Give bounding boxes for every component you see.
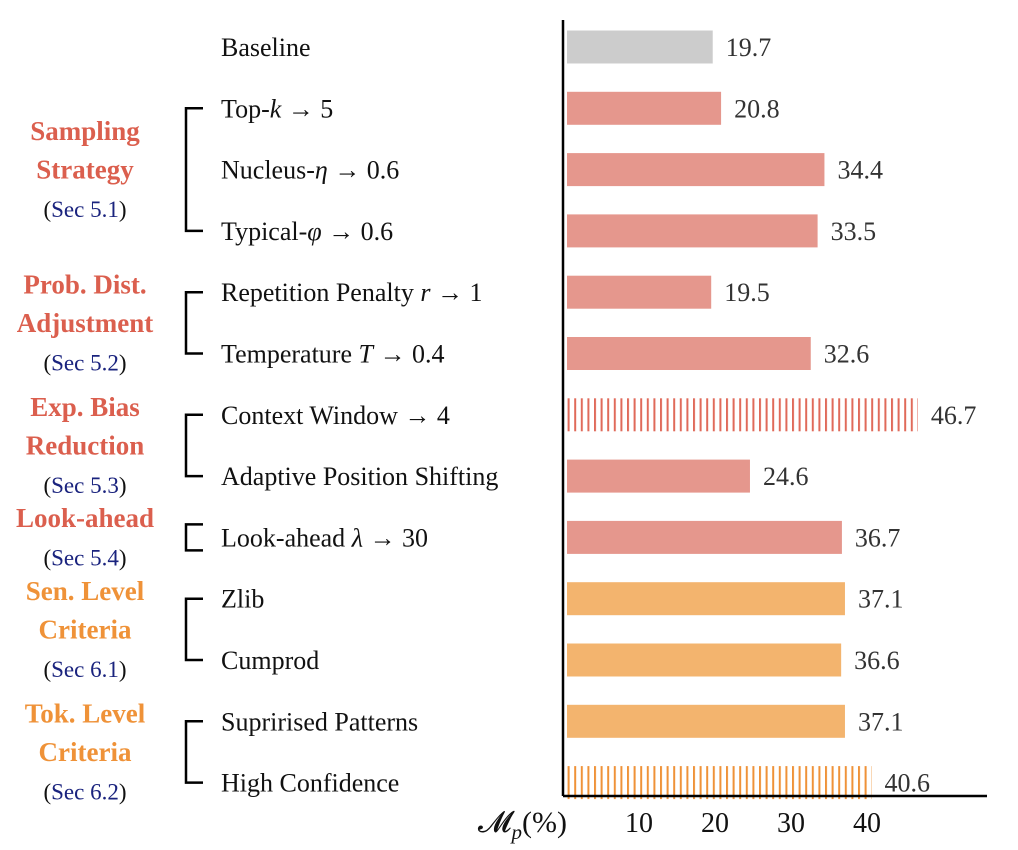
bars <box>567 30 918 800</box>
section-reference: (Sec 5.2) <box>43 350 126 375</box>
group-title: Sampling <box>30 116 140 146</box>
group-title: Criteria <box>39 614 132 644</box>
value-label: 32.6 <box>824 340 870 369</box>
section-reference: (Sec 5.1) <box>43 197 126 222</box>
x-tick-label: 30 <box>777 808 805 839</box>
category-label: Temperature T → 0.4 <box>221 340 444 369</box>
bar-adaptive-position-shifting <box>567 459 750 493</box>
value-label: 20.8 <box>734 94 780 123</box>
value-label: 34.4 <box>837 156 883 185</box>
group-title: Criteria <box>39 737 132 767</box>
bar-top-k-5 <box>567 91 722 125</box>
value-label: 33.5 <box>831 217 877 246</box>
value-label: 36.7 <box>855 523 901 552</box>
group-title: Look-ahead <box>16 503 154 533</box>
bar-typical-0-6 <box>567 214 818 248</box>
bar-repetition-penalty-r-1 <box>567 275 712 309</box>
x-tick-label: 40 <box>853 808 881 839</box>
x-axis-title: 𝓜p(%) <box>478 806 567 844</box>
value-label: 19.7 <box>726 33 772 62</box>
bar-temperature-t-0-4 <box>567 337 811 370</box>
category-label: Baseline <box>221 33 311 62</box>
category-labels: Baseline Top-k → 5 Nucleus-η → 0.6 Typical-… <box>221 33 498 798</box>
category-label: Repetition Penalty r → 1 <box>221 278 482 307</box>
x-tick-labels: 10 20 30 40 <box>625 808 881 839</box>
bar-zlib <box>567 582 845 616</box>
category-label: High Confidence <box>221 769 399 798</box>
bar-context-window-4 <box>567 398 918 432</box>
group-title: Tok. Level <box>25 698 146 728</box>
group-title: Exp. Bias <box>30 392 140 422</box>
section-reference: (Sec 5.4) <box>43 546 126 571</box>
category-label: Suprirised Patterns <box>221 707 418 736</box>
bar-suprirised-patterns <box>567 704 845 738</box>
category-label: Look-ahead λ → 30 <box>221 523 428 552</box>
category-label: Context Window → 4 <box>221 401 450 430</box>
category-label: Adaptive Position Shifting <box>221 462 498 491</box>
group-title: Prob. Dist. <box>23 269 146 299</box>
group-annotations: Sampling Strategy (Sec 5.1) Prob. Dist. Adju… <box>16 107 203 804</box>
value-label: 46.7 <box>931 401 977 430</box>
value-label: 36.6 <box>854 646 900 675</box>
group-bracket <box>184 523 203 552</box>
value-label: 37.1 <box>858 707 904 736</box>
group-title: Adjustment <box>17 308 154 338</box>
group-title: Strategy <box>36 155 134 185</box>
value-label: 40.6 <box>885 769 931 798</box>
value-label: 37.1 <box>858 585 904 614</box>
x-tick-label: 20 <box>701 808 729 839</box>
category-label: Nucleus-η → 0.6 <box>221 156 399 185</box>
category-label: Typical-φ → 0.6 <box>221 217 393 246</box>
section-reference: (Sec 6.2) <box>43 779 126 804</box>
category-label: Zlib <box>221 585 264 614</box>
x-axis-label: 𝓜p(%) <box>478 806 567 844</box>
bar-nucleus-0-6 <box>567 153 825 187</box>
group-bracket <box>184 720 203 784</box>
section-reference: (Sec 6.1) <box>43 657 126 682</box>
value-labels: 19.7 20.8 34.4 33.5 19.5 32.6 46.7 24.6 36.7 37.1… <box>724 33 976 798</box>
bar-look-ahead-30 <box>567 520 842 554</box>
section-reference: (Sec 5.3) <box>43 473 126 498</box>
group-title: Sen. Level <box>26 576 145 606</box>
group-bracket <box>184 597 203 662</box>
group-title: Reduction <box>26 430 145 460</box>
category-label: Cumprod <box>221 646 319 675</box>
x-tick-label: 10 <box>625 808 653 839</box>
bar-baseline <box>567 30 713 64</box>
group-bracket <box>184 413 203 478</box>
category-label: Top-k → 5 <box>221 94 333 123</box>
group-bracket <box>184 290 203 355</box>
value-label: 19.5 <box>724 278 770 307</box>
bar-cumprod <box>567 643 842 677</box>
bar-high-confidence <box>567 766 872 800</box>
group-bracket <box>184 107 203 233</box>
value-label: 24.6 <box>763 462 809 491</box>
